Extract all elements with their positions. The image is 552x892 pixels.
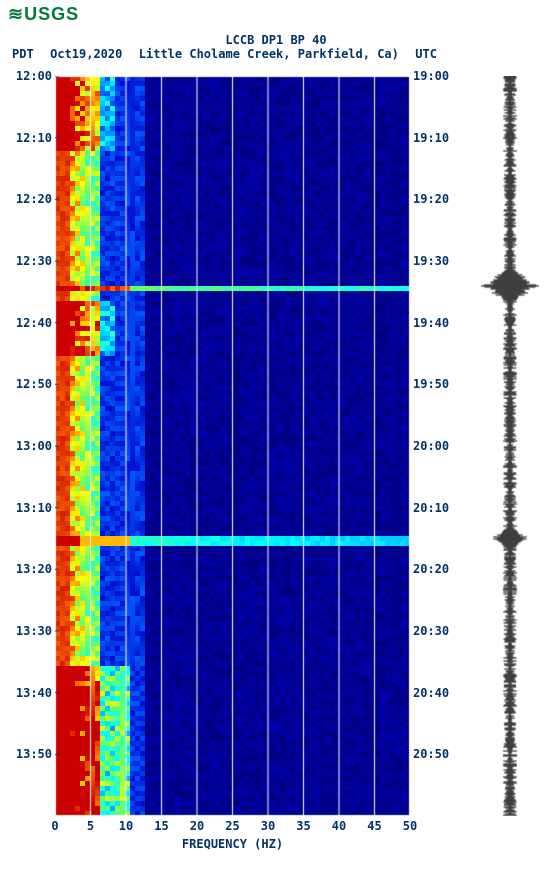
plot-area: 12:00 12:10 12:20 12:30 12:40 12:50 13:00 13:10… [0,61,552,881]
x-tick: 10 [119,819,133,833]
y-tick-left: 13:30 [16,624,52,638]
y-tick-left: 12:40 [16,316,52,330]
y-tick-left: 12:30 [16,254,52,268]
tz-left-label: PDT [12,47,34,61]
x-tick: 30 [261,819,275,833]
y-tick-right: 19:10 [413,131,449,145]
y-tick-right: 20:30 [413,624,449,638]
waveform-canvas [480,76,540,816]
x-tick: 5 [87,819,94,833]
x-axis: 05101520253035404550 [55,819,410,839]
tz-right-label: UTC [415,47,437,61]
y-tick-left: 13:40 [16,686,52,700]
date-label: Oct19,2020 [50,47,122,61]
x-tick: 15 [154,819,168,833]
y-tick-left: 13:00 [16,439,52,453]
chart-title: LCCB DP1 BP 40 [0,33,552,47]
y-axis-right: 19:0019:1019:2019:3019:4019:5020:0020:10… [413,76,453,816]
x-tick: 35 [296,819,310,833]
y-tick-right: 19:20 [413,192,449,206]
x-tick: 25 [225,819,239,833]
y-axis-left: 12:0012:1012:2012:3012:4012:5013:0013:10… [12,76,52,816]
y-tick-left: 13:10 [16,501,52,515]
y-tick-left: 12:10 [16,131,52,145]
y-tick-right: 20:40 [413,686,449,700]
spectrogram [55,76,410,816]
y-tick-right: 20:50 [413,747,449,761]
y-tick-right: 20:20 [413,562,449,576]
x-tick: 0 [51,819,58,833]
x-tick: 20 [190,819,204,833]
y-tick-right: 19:40 [413,316,449,330]
y-tick-right: 19:00 [413,69,449,83]
y-tick-left: 12:00 [16,69,52,83]
x-tick: 45 [367,819,381,833]
chart-subtitle-row: PDT Oct19,2020 Little Cholame Creek, Par… [0,47,449,61]
y-tick-left: 12:20 [16,192,52,206]
y-tick-right: 19:50 [413,377,449,391]
y-tick-left: 12:50 [16,377,52,391]
usgs-logo: ≋USGS [0,0,552,29]
spectrogram-canvas [55,76,410,816]
x-axis-label: FREQUENCY (HZ) [55,837,410,851]
y-tick-left: 13:50 [16,747,52,761]
station-label: Little Cholame Creek, Parkfield, Ca) [139,47,399,61]
waveform-panel [480,76,540,816]
y-tick-right: 20:00 [413,439,449,453]
x-tick: 40 [332,819,346,833]
y-tick-right: 20:10 [413,501,449,515]
y-tick-left: 13:20 [16,562,52,576]
y-tick-right: 19:30 [413,254,449,268]
x-tick: 50 [403,819,417,833]
